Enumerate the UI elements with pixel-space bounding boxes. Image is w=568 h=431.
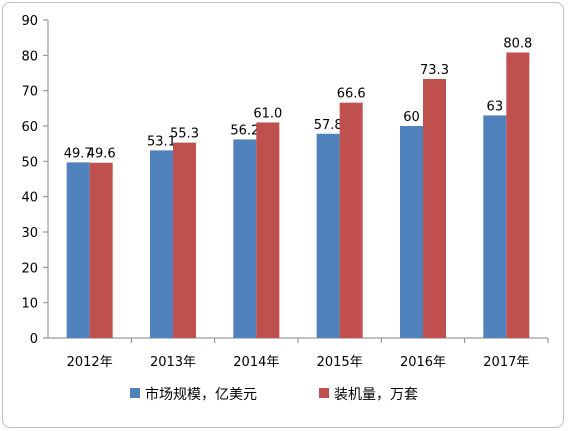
y-tick-label: 80 [21, 49, 38, 64]
data-label: 49.6 [87, 147, 116, 162]
data-label: 73.3 [420, 63, 449, 78]
bar-installed-base [339, 102, 363, 339]
y-tick-label: 50 [21, 155, 38, 170]
bar-market-size [400, 126, 423, 338]
data-label: 49.7 [64, 146, 93, 161]
bar-installed-base [506, 52, 530, 339]
data-label: 80.8 [503, 37, 532, 52]
data-label: 61.0 [253, 106, 282, 121]
y-tick-label: 90 [21, 14, 38, 29]
legend-swatch [319, 388, 329, 398]
data-label: 66.6 [337, 87, 366, 102]
x-tick-label: 2015年 [317, 355, 363, 370]
data-label: 55.3 [170, 127, 199, 142]
data-label: 56.2 [230, 123, 259, 138]
bar-installed-base [256, 122, 280, 338]
y-tick-label: 40 [21, 191, 38, 206]
y-tick-label: 30 [21, 226, 38, 241]
legend-label: 装机量，万套 [334, 387, 418, 403]
bar-market-size [66, 162, 90, 338]
data-label: 60 [403, 110, 420, 125]
bar-market-size [483, 115, 507, 339]
y-tick-label: 0 [30, 332, 38, 347]
data-label: 53.1 [147, 134, 176, 149]
legend-swatch [130, 388, 140, 398]
x-tick-label: 2017年 [483, 355, 529, 370]
bar-market-size [150, 150, 173, 338]
data-label: 63 [487, 99, 504, 114]
y-tick-label: 70 [21, 85, 38, 100]
x-tick-label: 2014年 [233, 355, 279, 370]
bar-market-size [316, 133, 340, 338]
bar-installed-base [423, 79, 446, 339]
y-tick-label: 10 [21, 297, 38, 312]
bar-installed-base [89, 162, 113, 338]
y-tick-label: 20 [21, 261, 38, 276]
x-tick-label: 2013年 [150, 355, 196, 370]
bar-market-size [233, 139, 257, 338]
data-label: 57.8 [314, 118, 343, 133]
legend-label: 市场规模，亿美元 [145, 386, 257, 403]
x-tick-label: 2016年 [400, 355, 446, 370]
y-tick-label: 60 [21, 120, 38, 135]
x-tick-label: 2012年 [67, 355, 113, 370]
bar-installed-base [173, 142, 196, 338]
